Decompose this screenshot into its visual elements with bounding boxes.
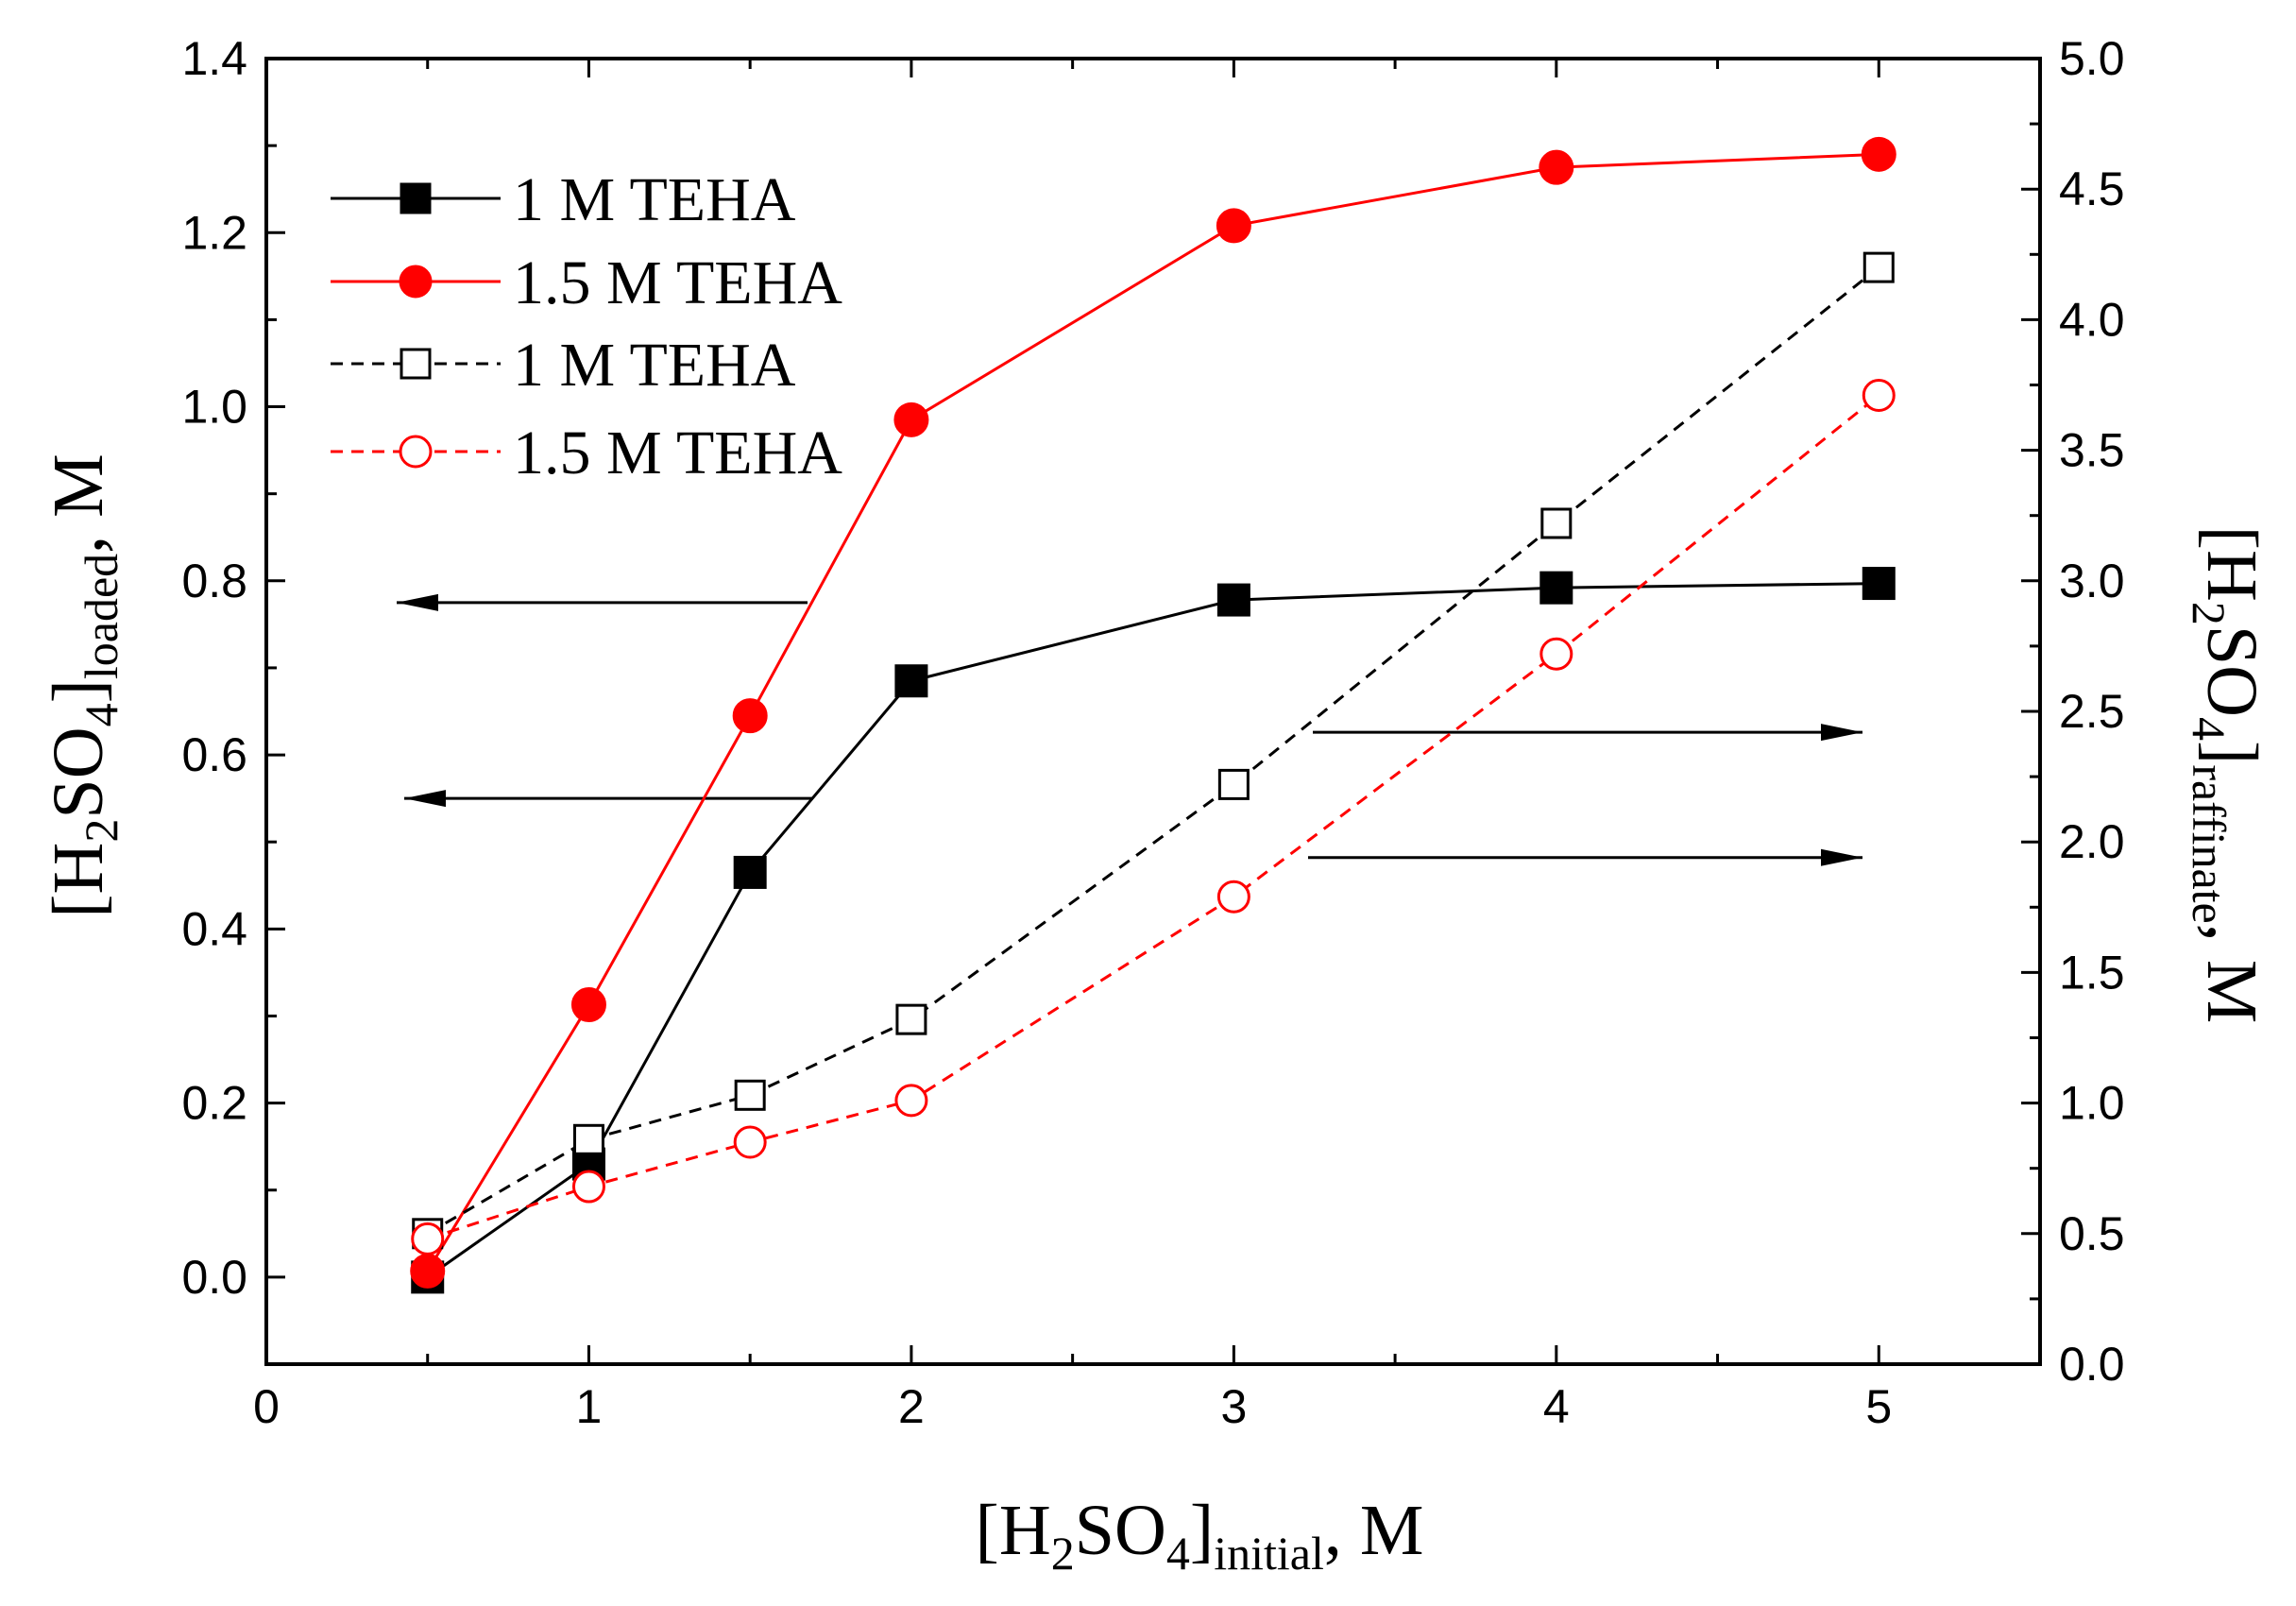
legend-label: 1.5 M TEHA xyxy=(513,419,842,487)
y-left-tick-label: 0.0 xyxy=(181,1251,247,1304)
legend-swatch-marker xyxy=(400,182,432,214)
y-right-tick-label: 1.5 xyxy=(2059,946,2125,999)
y-left-tick-label: 0.6 xyxy=(181,728,247,781)
series-line xyxy=(426,265,1880,1236)
legend-label: 1 M TEHA xyxy=(513,331,796,400)
data-point xyxy=(894,664,928,698)
series-line xyxy=(427,394,1880,1240)
data-point xyxy=(733,1125,767,1159)
y-right-tick-label: 0.0 xyxy=(2059,1338,2125,1391)
data-point xyxy=(1862,567,1896,601)
series-left-solid xyxy=(410,136,1896,1289)
legend-item: 1 M TEHA xyxy=(331,165,796,234)
data-point xyxy=(894,1084,928,1118)
data-point xyxy=(895,1003,927,1035)
x-tick-label: 2 xyxy=(898,1380,925,1433)
legend-swatch-marker xyxy=(399,265,433,299)
x-tick-label: 3 xyxy=(1220,1380,1247,1433)
x-tick-label: 4 xyxy=(1543,1380,1570,1433)
legend-swatch-marker xyxy=(399,435,433,469)
data-point xyxy=(1539,637,1573,671)
legend-swatch-marker xyxy=(400,348,432,380)
series-right-dashed xyxy=(411,379,1896,1256)
data-point xyxy=(1539,149,1574,185)
annotation-arrow xyxy=(404,790,812,808)
annotation-arrows xyxy=(397,593,1862,866)
data-point xyxy=(1216,208,1251,244)
y-left-tick-label: 1.0 xyxy=(181,381,247,434)
axes: 0 1 2 3 4 5 0.0 0.2 0.4 0.6 0.8 1.0 1.2 1.4 0.0 0.5 1.0 1… xyxy=(181,32,2124,1433)
data-point xyxy=(1539,571,1573,605)
series-line xyxy=(426,582,1879,1279)
y-left-tick-label: 0.2 xyxy=(181,1077,247,1130)
data-point xyxy=(572,1123,604,1155)
legend-label: 1.5 M TEHA xyxy=(513,248,842,317)
y-right-tick-label: 1.0 xyxy=(2059,1077,2125,1130)
legend-item: 1.5 M TEHA xyxy=(331,248,842,317)
data-point xyxy=(893,402,929,437)
data-point xyxy=(1862,251,1895,283)
data-point xyxy=(1216,583,1250,617)
legend-label: 1 M TEHA xyxy=(513,165,796,234)
arrow-head xyxy=(1821,848,1862,866)
x-tick-label: 5 xyxy=(1865,1380,1892,1433)
series-left-solid xyxy=(411,567,1896,1294)
series-right-dashed xyxy=(412,251,1895,1250)
x-tick-label: 0 xyxy=(253,1380,280,1433)
y-right-tick-label: 4.5 xyxy=(2059,162,2125,215)
y-right-tick-label: 4.0 xyxy=(2059,293,2125,346)
y-left-tick-label: 0.8 xyxy=(181,555,247,607)
legend-item: 1.5 M TEHA xyxy=(331,419,842,487)
annotation-arrow xyxy=(1308,848,1862,866)
x-axis-title: [H2SO4]initial, M xyxy=(976,1491,1424,1580)
data-point xyxy=(1540,507,1573,539)
data-point xyxy=(411,1222,445,1256)
y-right-tick-label: 2.0 xyxy=(2059,815,2125,868)
x-tick-label: 1 xyxy=(576,1380,603,1433)
y-right-tick-label: 5.0 xyxy=(2059,32,2125,85)
y-left-tick-label: 0.4 xyxy=(181,902,247,955)
data-point xyxy=(732,698,768,734)
data-point xyxy=(570,986,606,1022)
legend: 1 M TEHA 1.5 M TEHA 1 M TEHA 1.5 M TEHA xyxy=(331,165,842,487)
arrow-head xyxy=(404,790,446,808)
y-right-tick-label: 3.5 xyxy=(2059,424,2125,477)
data-point xyxy=(1862,379,1896,413)
series-line xyxy=(426,152,1879,1273)
data-point xyxy=(734,1079,766,1111)
data-point xyxy=(1217,768,1250,800)
arrow-head xyxy=(397,593,438,611)
y-left-tick-label: 1.2 xyxy=(181,206,247,259)
y-axis-right-title: [H2SO4]raffinate, M xyxy=(2183,526,2271,1024)
data-point xyxy=(410,1253,446,1289)
annotation-arrow xyxy=(1313,724,1862,742)
y-right-tick-label: 0.5 xyxy=(2059,1207,2125,1260)
data-series xyxy=(410,136,1896,1294)
data-point xyxy=(571,1170,605,1204)
data-point xyxy=(1861,136,1896,172)
arrow-head xyxy=(1821,724,1862,742)
y-right-tick-label: 3.0 xyxy=(2059,555,2125,607)
annotation-arrow xyxy=(397,593,808,611)
y-right-tick-label: 2.5 xyxy=(2059,685,2125,738)
legend-item: 1 M TEHA xyxy=(331,331,796,400)
y-left-tick-label: 1.4 xyxy=(181,32,247,85)
data-point xyxy=(733,855,767,889)
data-point xyxy=(1216,880,1250,914)
y-axis-left-title: [H2SO4]loaded, M xyxy=(39,453,128,918)
